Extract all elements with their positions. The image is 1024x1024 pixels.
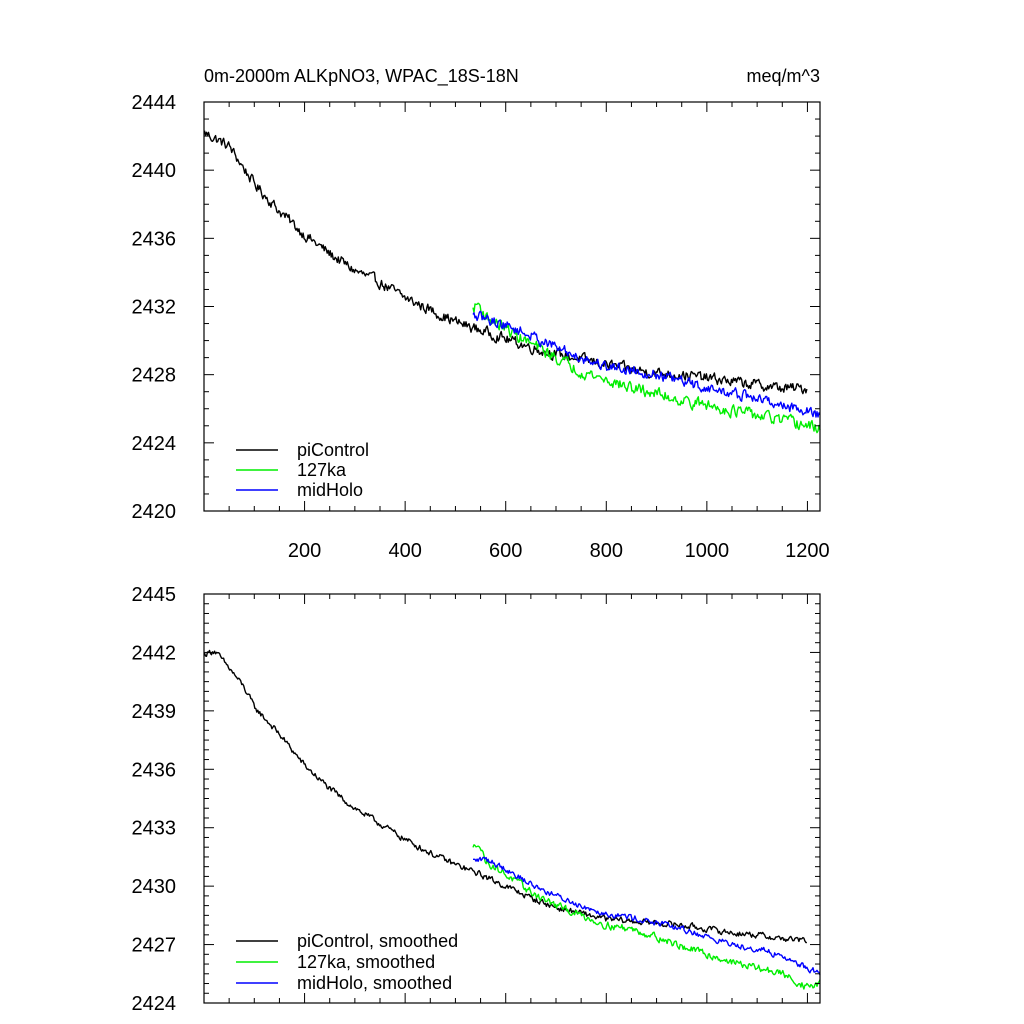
series-line-midholo-smoothed [473,856,821,976]
x-tick-label: 200 [288,540,321,562]
legend-label-midholo-smoothed: midHolo, smoothed [297,973,452,993]
y-tick-label: 2442 [132,642,177,664]
x-tick-label: 1200 [785,540,830,562]
legend-label-127ka-smoothed: 127ka, smoothed [297,952,435,972]
y-tick-label: 2436 [132,228,177,250]
chart-title: 0m-2000m ALKpNO3, WPAC_18S-18N [204,66,519,87]
y-tick-label: 2427 [132,935,177,957]
y-tick-label: 2439 [132,701,177,723]
legend: piControl 127ka midHolo [236,440,369,500]
y-tick-label: 2444 [132,92,177,114]
y-tick-labels: 2420 2424 2428 2432 2436 2440 2444 [132,92,177,523]
x-tick-labels: 200 400 600 800 1000 1200 [288,540,830,562]
series-line-picontrol-smoothed [203,649,807,944]
series-line-picontrol [203,130,808,395]
x-tick-label: 1000 [685,540,730,562]
y-tick-label: 2430 [132,876,177,898]
y-tick-label: 2440 [132,160,177,182]
series-group [203,649,821,990]
y-tick-label: 2428 [132,365,177,387]
y-tick-label: 2420 [132,501,177,523]
bottom-panel: 2424 2427 2430 2433 2436 2439 2442 2445 piContr… [132,584,821,1015]
series-group [203,130,821,434]
legend-label-127ka: 127ka [297,460,347,480]
legend-label-picontrol: piControl [297,440,369,460]
y-tick-label: 2432 [132,297,177,319]
x-tick-label: 600 [489,540,522,562]
x-tick-label: 800 [590,540,623,562]
y-tick-label: 2433 [132,818,177,840]
series-line-127ka-smoothed [472,844,821,990]
y-tick-label: 2424 [132,993,177,1015]
legend-label-midholo: midHolo [297,480,363,500]
y-tick-label: 2445 [132,584,177,606]
y-tick-label: 2436 [132,759,177,781]
axis-ticks [204,593,820,1004]
legend-label-picontrol-smoothed: piControl, smoothed [297,931,458,951]
series-line-127ka [472,302,821,434]
top-panel: 0m-2000m ALKpNO3, WPAC_18S-18N meq/m^3 2… [132,66,830,562]
y-tick-labels: 2424 2427 2430 2433 2436 2439 2442 2445 [132,584,177,1015]
x-tick-label: 400 [388,540,421,562]
legend: piControl, smoothed 127ka, smoothed midH… [236,931,458,993]
axis-ticks [204,101,820,512]
series-line-midholo [472,310,821,418]
units-label: meq/m^3 [747,66,820,86]
y-tick-label: 2424 [132,433,177,455]
